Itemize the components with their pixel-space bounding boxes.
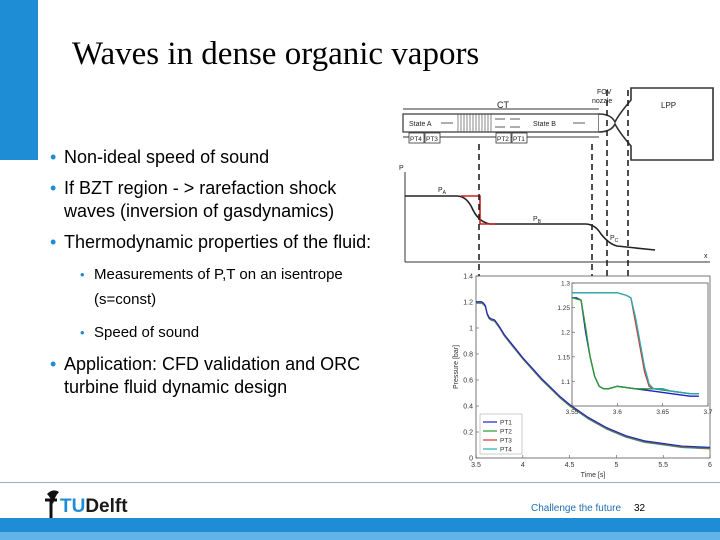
sensor-box — [408, 132, 425, 144]
sensor-box — [495, 132, 512, 144]
slide-title: Waves in dense organic vapors — [72, 36, 480, 72]
sub-bullet-item: Measurements of P,T on an isentrope (s=c… — [50, 262, 390, 312]
nozzle-label: nozzle — [592, 98, 612, 105]
inset-x-tick-label: 3.6 — [613, 409, 622, 416]
inset-x-tick-label: 3.7 — [703, 409, 712, 416]
tudelft-flame-icon — [45, 490, 59, 518]
y-tick-label: 0.8 — [463, 352, 473, 359]
flow-arrows — [441, 118, 585, 128]
sensor-box — [424, 132, 441, 144]
pb-label: PB — [533, 216, 542, 225]
inset-x-tick-label: 3.65 — [656, 409, 669, 416]
bullet-item: Thermodynamic properties of the fluid: — [50, 231, 390, 254]
pc-label: PC — [610, 235, 619, 244]
tube-body — [402, 113, 600, 133]
legend-label: PT4 — [500, 447, 512, 454]
x-tick-label: 5.5 — [658, 462, 668, 469]
fov-label: FOV — [597, 89, 612, 96]
bullet-item: Non-ideal speed of sound — [50, 146, 390, 169]
sensor-position-lines — [478, 90, 629, 282]
inset-y-tick-label: 1.2 — [561, 330, 570, 337]
y-tick-label: 1.4 — [463, 274, 473, 281]
sensor-box — [511, 132, 528, 144]
p-axis-label: P — [399, 165, 404, 172]
bullet-item: Application: CFD validation and ORC turb… — [50, 353, 390, 399]
x-tick-label: 5 — [614, 462, 618, 469]
legend-label: PT2 — [500, 429, 512, 436]
inset-y-tick-label: 1.3 — [561, 281, 570, 288]
inset-y-tick-label: 1.1 — [561, 379, 570, 386]
y-tick-label: 0.4 — [463, 404, 473, 411]
sub-bullet-item: Speed of sound — [50, 320, 390, 345]
inset-y-tick-label: 1.15 — [557, 354, 570, 361]
x-tick-label: 6 — [708, 462, 712, 469]
diaphragm-hatch — [457, 114, 492, 132]
bullet-item: If BZT region - > rarefaction shock wave… — [50, 177, 390, 223]
y-axis-label: Pressure [bar] — [453, 345, 460, 389]
legend-label: PT1 — [500, 420, 512, 427]
series-line-pt1 — [476, 301, 711, 448]
pressure-chart: 3.5 4 4.5 5 5.5 6 0 0.2 0.4 0.6 0.8 1 1.2 1.4 Time [s]… — [453, 274, 713, 480]
y-tick-label: 0.2 — [463, 430, 473, 437]
state-a-label: State A — [409, 121, 432, 128]
x-tick-label: 4.5 — [565, 462, 575, 469]
x-tick-label: 3.5 — [471, 462, 481, 469]
sensor-label: PT3 — [426, 136, 438, 143]
ct-label: CT — [497, 100, 509, 110]
y-tick-label: 1 — [469, 326, 473, 333]
y-tick-label: 0.6 — [463, 378, 473, 385]
sensor-label: PT4 — [410, 136, 422, 143]
bullet-list: Non-ideal speed of sound If BZT region -… — [50, 146, 390, 407]
page-number: 32 — [634, 503, 646, 514]
state-b-label: State B — [533, 121, 556, 128]
x-axis-label: x — [704, 253, 708, 260]
footer-accent-bar-light — [0, 532, 720, 540]
nozzle-and-lpp — [598, 87, 714, 161]
x-axis-label: Time [s] — [581, 472, 606, 479]
legend-label: PT3 — [500, 438, 512, 445]
rarefaction-shock-line — [461, 195, 495, 225]
inset-x-tick-label: 3.55 — [566, 409, 579, 416]
y-tick-label: 1.2 — [463, 300, 473, 307]
inset-y-tick-label: 1.25 — [557, 305, 570, 312]
legend-box — [479, 413, 523, 455]
footer-divider — [0, 482, 720, 483]
shock-tube-schematic: State A State B CT PT4 PT3 PT2 PT1 LPP F… — [399, 87, 714, 282]
x-tick-label: 4 — [521, 462, 525, 469]
accent-side-bar — [0, 0, 38, 160]
inset-series-line-pt4 — [572, 292, 699, 395]
tudelft-logo: TUDelft — [60, 496, 128, 517]
y-tick-label: 0 — [469, 456, 473, 463]
footer-slogan: Challenge the future — [531, 503, 622, 514]
sensor-label: PT1 — [513, 136, 525, 143]
inset-frame — [571, 282, 709, 407]
lpp-label: LPP — [661, 101, 676, 110]
pa-label: PA — [438, 187, 447, 196]
sensor-label: PT2 — [497, 136, 509, 143]
